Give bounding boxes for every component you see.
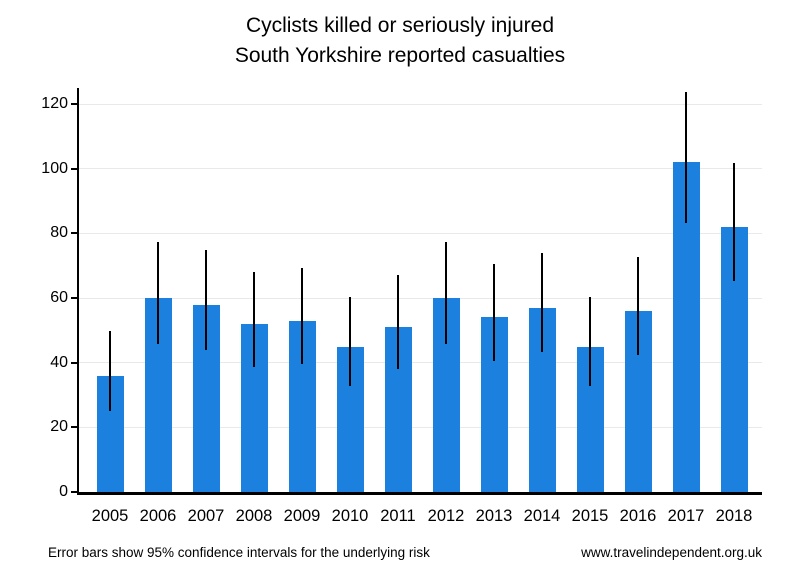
error-bar-2018 — [733, 162, 735, 282]
error-bar-2011 — [397, 275, 399, 370]
y-tick-120 — [71, 103, 77, 106]
x-tick-label-2012: 2012 — [427, 507, 465, 525]
x-tick-label-2015: 2015 — [571, 507, 609, 525]
y-gridline-60 — [79, 297, 762, 299]
x-tick-label-2010: 2010 — [331, 507, 369, 525]
y-gridline-80 — [79, 232, 762, 234]
chart-title-line2: South Yorkshire reported casualties — [234, 44, 566, 67]
y-tick-0 — [71, 491, 77, 493]
y-gridline-40 — [79, 362, 762, 364]
error-bar-2015 — [589, 297, 591, 386]
y-tick-label-0: 0 — [59, 483, 68, 500]
y-gridline-100 — [79, 168, 762, 170]
y-tick-label-80: 80 — [50, 224, 68, 242]
y-tick-80 — [71, 232, 77, 235]
x-tick-label-2013: 2013 — [475, 507, 513, 525]
x-tick-label-2006: 2006 — [139, 507, 177, 525]
y-tick-40 — [71, 361, 77, 364]
y-tick-label-100: 100 — [41, 159, 68, 177]
error-bar-2010 — [349, 297, 351, 386]
chart-title: Cyclists killed or seriously injured Sou… — [0, 11, 800, 71]
error-bar-2017 — [685, 91, 687, 224]
error-bar-2013 — [493, 264, 495, 361]
y-gridline-120 — [79, 103, 762, 105]
x-axis-line — [77, 492, 762, 495]
x-tick-label-2011: 2011 — [380, 507, 416, 525]
x-tick-label-2005: 2005 — [91, 507, 129, 525]
chart-title-line1: Cyclists killed or seriously injured — [245, 14, 555, 37]
error-bar-2012 — [445, 242, 447, 344]
error-bar-footnote: Error bars show 95% confidence intervals… — [48, 545, 430, 560]
error-bar-2006 — [157, 242, 159, 344]
y-tick-label-20: 20 — [50, 418, 68, 436]
x-tick-label-2018: 2018 — [715, 507, 753, 525]
y-tick-20 — [71, 426, 77, 429]
x-tick-label-2014: 2014 — [523, 507, 561, 525]
y-tick-60 — [71, 297, 77, 300]
y-gridline-20 — [79, 426, 762, 428]
error-bar-2007 — [205, 249, 207, 350]
y-tick-label-60: 60 — [50, 289, 68, 307]
x-tick-label-2017: 2017 — [667, 507, 705, 525]
y-tick-100 — [71, 167, 77, 170]
error-bar-2016 — [637, 256, 639, 356]
source-website: www.travelindependent.org.uk — [581, 545, 762, 560]
error-bar-2005 — [109, 331, 111, 411]
x-tick-label-2007: 2007 — [187, 507, 225, 525]
y-tick-label-40: 40 — [50, 353, 68, 371]
error-bar-2014 — [541, 253, 543, 353]
y-tick-label-120: 120 — [41, 95, 68, 113]
error-bar-2009 — [301, 268, 303, 364]
error-bar-2008 — [253, 271, 255, 367]
x-tick-label-2009: 2009 — [283, 507, 321, 525]
x-tick-label-2008: 2008 — [235, 507, 273, 525]
x-tick-label-2016: 2016 — [619, 507, 657, 525]
y-axis-line — [77, 88, 79, 495]
